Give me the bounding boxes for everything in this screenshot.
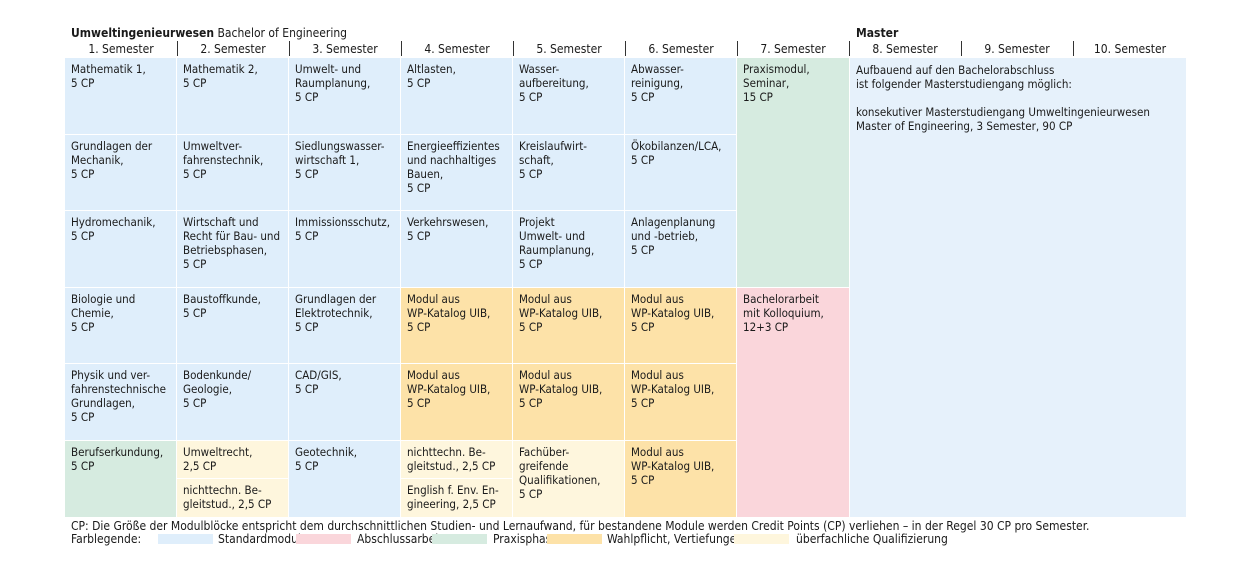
semester-4-header: 4. Semester	[424, 42, 490, 56]
module-oekobilanzen: Ökobilanzen/LCA, 5 CP	[625, 135, 736, 210]
semester-5-header: 5. Semester	[536, 42, 602, 56]
module-abwasserreinigung: Abwasser- reinigung, 5 CP	[625, 58, 736, 134]
semester-3-header: 3. Semester	[312, 42, 378, 56]
module-projekt-raumplanung: Projekt Umwelt- und Raumplanung, 5 CP	[513, 211, 624, 287]
semester-divider	[849, 41, 850, 56]
legend-label-ueberfachlich: überfachliche Qualifizierung	[796, 532, 948, 546]
color-legend: Farblegende: Standardmodule Abschlussarb…	[71, 532, 1171, 546]
module-mathematik-1: Mathematik 1, 5 CP	[65, 58, 176, 134]
legend-swatch-ueberfachlich	[734, 534, 789, 544]
module-altlasten: Altlasten, 5 CP	[401, 58, 512, 134]
module-immissionsschutz: Immissionsschutz, 5 CP	[289, 211, 400, 287]
module-wp-katalog: Modul aus WP-Katalog UIB, 5 CP	[625, 288, 736, 363]
module-bachelorarbeit: Bachelorarbeit mit Kolloquium, 12+3 CP	[737, 288, 849, 517]
module-geotechnik: Geotechnik, 5 CP	[289, 441, 400, 517]
module-wp-katalog: Modul aus WP-Katalog UIB, 5 CP	[401, 364, 512, 440]
semester-divider	[401, 41, 402, 56]
module-hydromechanik: Hydromechanik, 5 CP	[65, 211, 176, 287]
semester-divider	[737, 41, 738, 56]
module-umwelt-raumplanung: Umwelt- und Raumplanung, 5 CP	[289, 58, 400, 134]
module-cad-gis: CAD/GIS, 5 CP	[289, 364, 400, 440]
module-anlagenplanung: Anlagenplanung und -betrieb, 5 CP	[625, 211, 736, 287]
module-berufserkundung: Berufserkundung, 5 CP	[65, 441, 176, 517]
legend-title: Farblegende:	[71, 532, 142, 546]
module-bodenkunde-geologie: Bodenkunde/ Geologie, 5 CP	[177, 364, 288, 440]
cp-footnote: CP: Die Größe der Modulblöcke entspricht…	[71, 519, 1090, 533]
legend-label-standard: Standardmodule	[218, 532, 308, 546]
module-wp-katalog: Modul aus WP-Katalog UIB, 5 CP	[625, 441, 736, 517]
module-biologie-chemie: Biologie und Chemie, 5 CP	[65, 288, 176, 363]
module-baustoffkunde: Baustoffkunde, 5 CP	[177, 288, 288, 363]
master-program-text: konsekutiver Masterstudiengang Umwelting…	[856, 105, 1150, 133]
module-fachuebergreifende-qualifikationen: Fachüber- greifende Qualifikationen, 5 C…	[513, 441, 624, 517]
semester-divider	[961, 41, 962, 56]
semester-1-header: 1. Semester	[88, 42, 154, 56]
module-kreislaufwirtschaft: Kreislaufwirt- schaft, 5 CP	[513, 135, 624, 210]
legend-swatch-standard	[158, 534, 213, 544]
semester-10-header: 10. Semester	[1093, 42, 1167, 56]
semester-2-header: 2. Semester	[200, 42, 266, 56]
module-elektrotechnik: Grundlagen der Elektrotechnik, 5 CP	[289, 288, 400, 363]
semester-8-header: 8. Semester	[872, 42, 938, 56]
module-physik-grundlagen: Physik und ver- fahrenstechnische Grundl…	[65, 364, 176, 440]
module-nichttechn-begleitstudium: nichttechn. Be- gleitstud., 2,5 CP	[401, 441, 512, 478]
module-nichttechn-begleitstudium: nichttechn. Be- gleitstud., 2,5 CP	[177, 479, 288, 517]
module-siedlungswasserwirtschaft: Siedlungswasser- wirtschaft 1, 5 CP	[289, 135, 400, 210]
semester-divider	[513, 41, 514, 56]
module-wp-katalog: Modul aus WP-Katalog UIB, 5 CP	[401, 288, 512, 363]
module-praxismodul: Praxismodul, Seminar, 15 CP	[737, 58, 849, 287]
module-english-env-engineering: English f. Env. En- gineering, 2,5 CP	[401, 479, 512, 517]
module-umweltverfahrenstechnik: Umweltver- fahrenstechnik, 5 CP	[177, 135, 288, 210]
semester-6-header: 6. Semester	[648, 42, 714, 56]
semester-divider	[289, 41, 290, 56]
module-wasseraufbereitung: Wasser- aufbereitung, 5 CP	[513, 58, 624, 134]
legend-swatch-praxis	[432, 534, 487, 544]
semester-9-header: 9. Semester	[984, 42, 1050, 56]
semester-divider	[1073, 41, 1074, 56]
module-wirtschaft-recht: Wirtschaft und Recht für Bau- und Betrie…	[177, 211, 288, 287]
master-info-panel: Aufbauend auf den Bachelorabschluss ist …	[850, 58, 1186, 517]
module-grundlagen-mechanik: Grundlagen der Mechanik, 5 CP	[65, 135, 176, 210]
semester-divider	[625, 41, 626, 56]
master-heading: Master	[856, 26, 899, 40]
legend-label-wahlpflicht: Wahlpflicht, Vertiefungen	[607, 532, 744, 546]
semester-divider	[177, 41, 178, 56]
semester-7-header: 7. Semester	[760, 42, 826, 56]
program-title: Umweltingenieurwesen Bachelor of Enginee…	[71, 26, 348, 40]
legend-swatch-wahlpflicht	[547, 534, 602, 544]
module-umweltrecht: Umweltrecht, 2,5 CP	[177, 441, 288, 478]
legend-label-praxis: Praxisphase	[493, 532, 558, 546]
module-verkehrswesen: Verkehrswesen, 5 CP	[401, 211, 512, 287]
module-wp-katalog: Modul aus WP-Katalog UIB, 5 CP	[625, 364, 736, 440]
legend-label-abschluss: Abschlussarbeit	[357, 532, 443, 546]
module-mathematik-2: Mathematik 2, 5 CP	[177, 58, 288, 134]
module-energieeffizientes-bauen: Energieeffizientes und nachhaltiges Baue…	[401, 135, 512, 210]
module-wp-katalog: Modul aus WP-Katalog UIB, 5 CP	[513, 364, 624, 440]
legend-swatch-abschluss	[296, 534, 351, 544]
module-wp-katalog: Modul aus WP-Katalog UIB, 5 CP	[513, 288, 624, 363]
master-intro-text: Aufbauend auf den Bachelorabschluss ist …	[856, 63, 1072, 91]
